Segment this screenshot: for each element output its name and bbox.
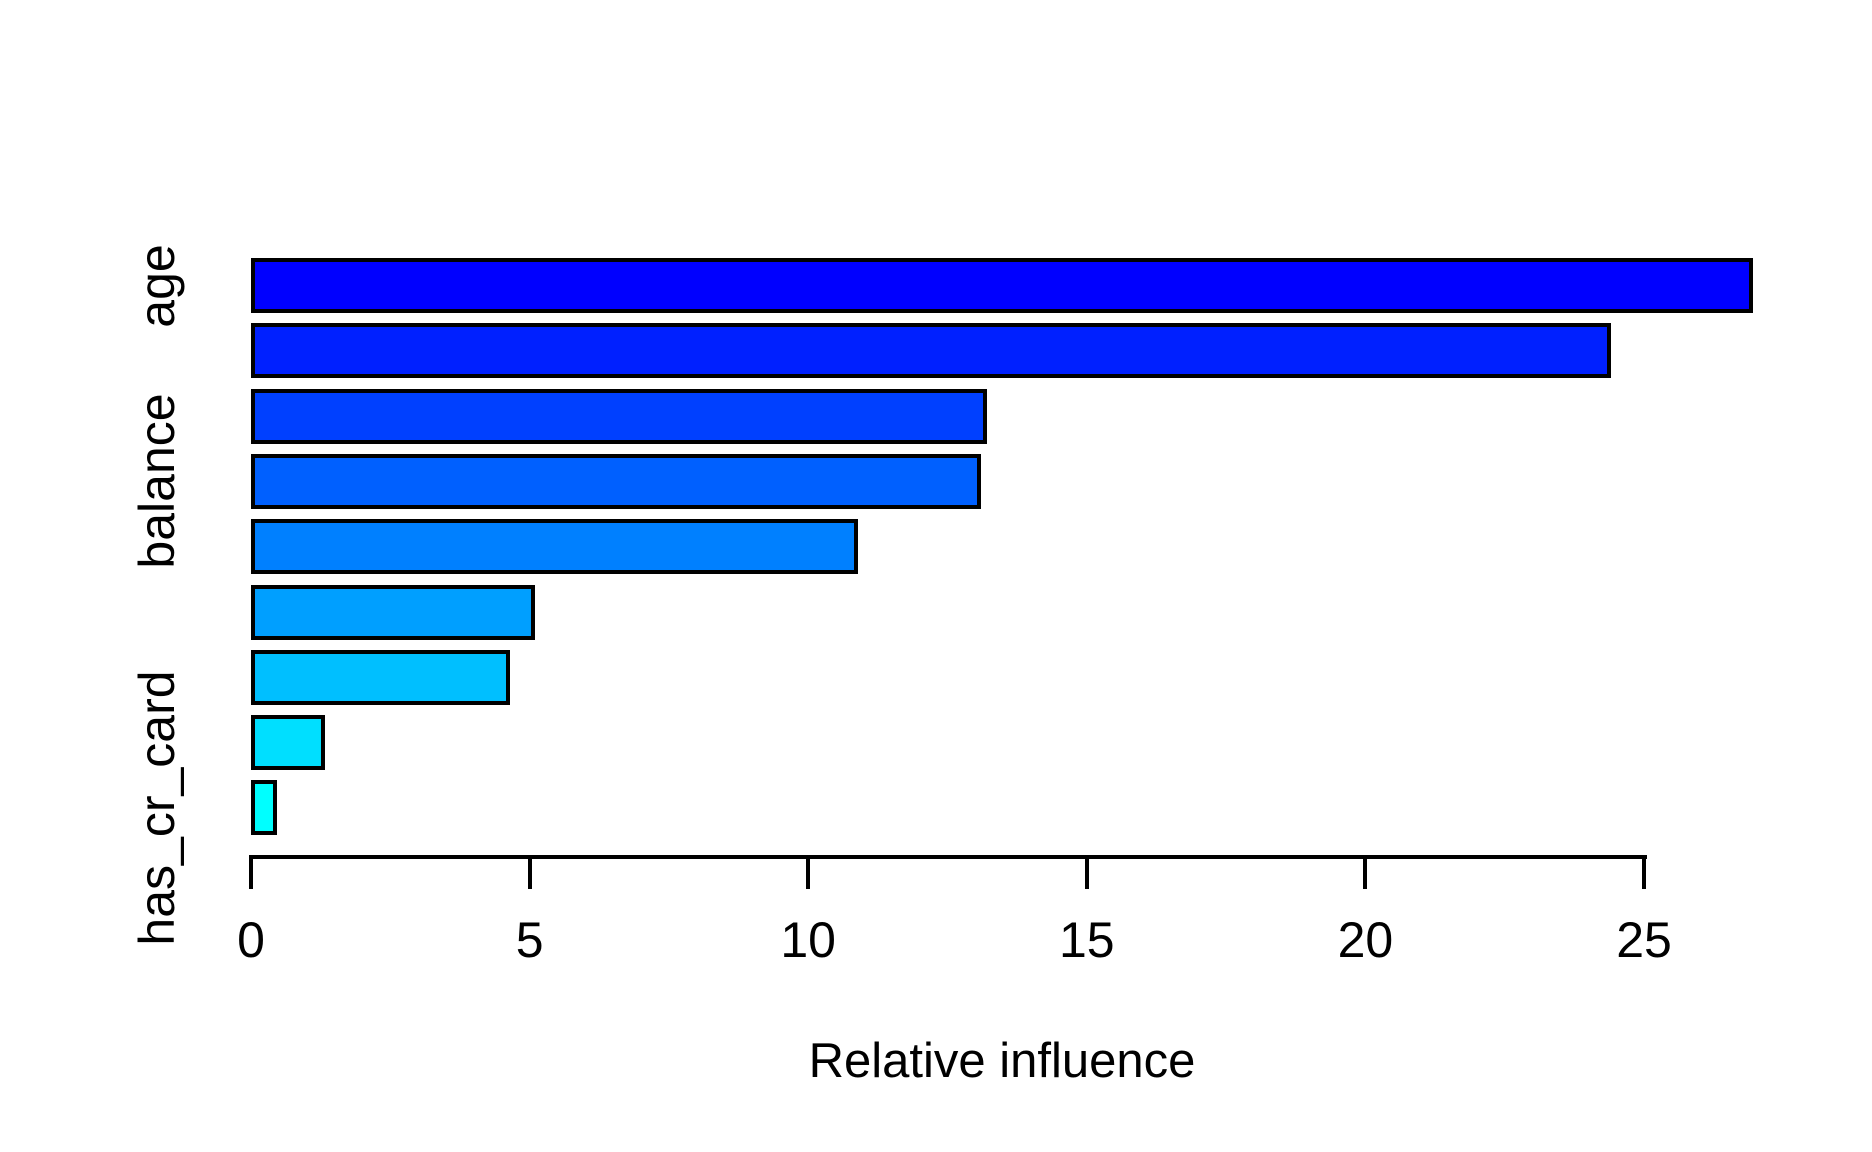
x-tick-mark-15 bbox=[1084, 859, 1089, 889]
y-axis-label-balance: balance bbox=[129, 393, 185, 569]
bar-row-3 bbox=[251, 388, 987, 444]
x-tick-label-20: 20 bbox=[1337, 912, 1394, 968]
x-tick-mark-5 bbox=[527, 859, 532, 889]
bar-row-6 bbox=[251, 584, 536, 640]
x-tick-label-5: 5 bbox=[515, 912, 544, 968]
y-axis-label-age: age bbox=[129, 243, 185, 328]
x-tick-label-0: 0 bbox=[237, 912, 265, 968]
bar-balance bbox=[251, 453, 981, 509]
x-tick-mark-20 bbox=[1363, 859, 1368, 889]
x-tick-mark-10 bbox=[806, 859, 811, 889]
x-axis-line bbox=[249, 855, 1647, 859]
x-tick-label-25: 25 bbox=[1616, 912, 1672, 968]
x-tick-label-10: 10 bbox=[780, 912, 836, 968]
bar-row-2 bbox=[251, 323, 1611, 379]
x-tick-label-15: 15 bbox=[1058, 912, 1115, 968]
bar-row-8 bbox=[251, 715, 326, 771]
bar-row-5 bbox=[251, 519, 859, 575]
bar-age bbox=[251, 258, 1753, 313]
x-axis-title: Relative influence bbox=[808, 1034, 1196, 1088]
bar-has_cr_card bbox=[251, 780, 277, 836]
x-tick-mark-0 bbox=[249, 859, 253, 889]
bar-row-7 bbox=[251, 649, 511, 705]
y-axis-label-has_cr_card: has_cr_card bbox=[129, 670, 185, 946]
x-tick-mark-25 bbox=[1642, 859, 1646, 889]
